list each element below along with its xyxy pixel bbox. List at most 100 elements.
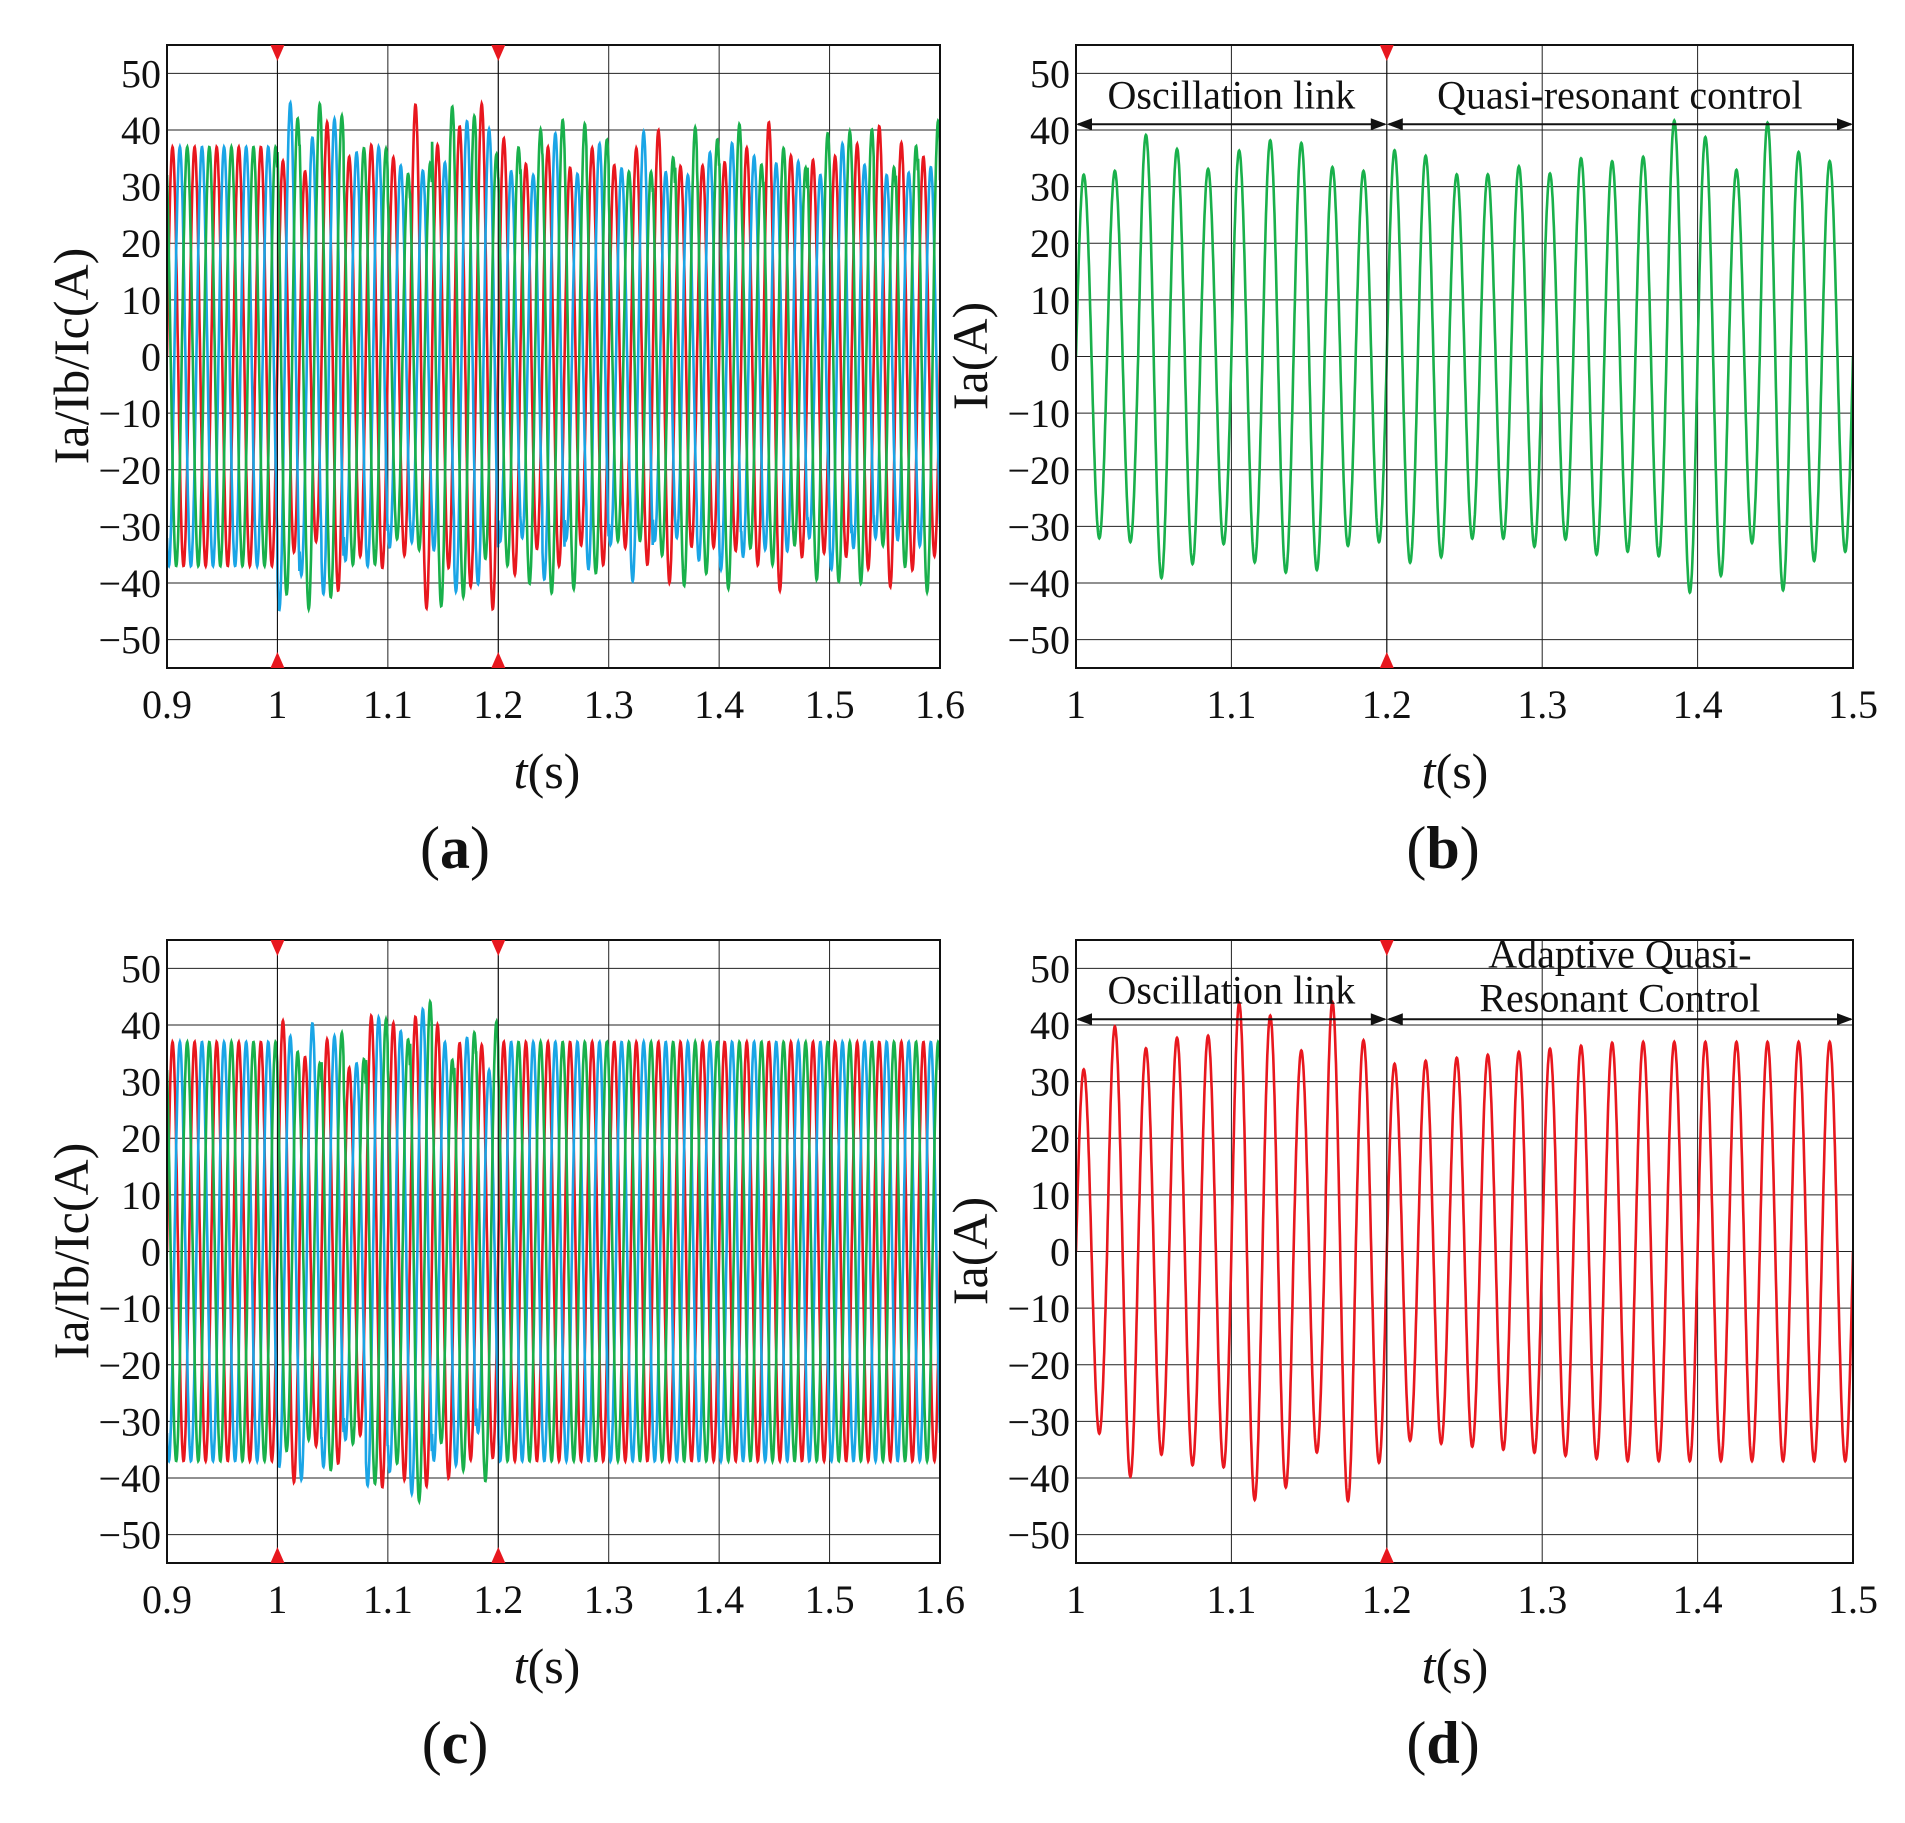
y-axis-label: Ia(A) — [942, 1197, 998, 1305]
x-tick-label: 1.1 — [1206, 682, 1256, 727]
annotation-label: Quasi-resonant control — [1437, 72, 1802, 117]
x-tick-label: 1.4 — [694, 1577, 744, 1622]
y-tick-label: 10 — [121, 1173, 161, 1218]
y-axis-label: Ia/Ib/Ic(A) — [43, 248, 99, 465]
y-tick-label: 30 — [121, 1060, 161, 1105]
x-tick-label: 1.6 — [915, 1577, 965, 1622]
x-axis-label: t(s) — [514, 743, 581, 799]
y-tick-label: −10 — [98, 391, 161, 436]
event-marker-bottom — [1379, 652, 1394, 668]
y-tick-label: −40 — [98, 1456, 161, 1501]
x-tick-label: 1.4 — [694, 682, 744, 727]
y-tick-label: 20 — [121, 221, 161, 266]
y-tick-label: −30 — [98, 1399, 161, 1444]
event-marker-top — [1379, 940, 1394, 956]
x-tick-label: 1 — [267, 682, 287, 727]
x-tick-label: 1.5 — [1828, 682, 1878, 727]
y-tick-label: −20 — [1007, 448, 1070, 493]
y-tick-label: 40 — [1030, 108, 1070, 153]
y-tick-label: −10 — [98, 1286, 161, 1331]
x-tick-label: 1.4 — [1673, 682, 1723, 727]
series-line-ia — [1076, 117, 1853, 595]
x-tick-label: 1.5 — [1828, 1577, 1878, 1622]
arrow-head-right — [1370, 1013, 1387, 1026]
y-tick-label: 50 — [121, 51, 161, 96]
series-line-ic — [167, 100, 940, 614]
x-tick-label: 1 — [1066, 1577, 1086, 1622]
y-tick-label: 0 — [1050, 1230, 1070, 1275]
annotation-label: Oscillation link — [1108, 967, 1356, 1012]
panel-a: 0.9 1 1.1 1.2 1.3 1.4 1.5 1.6 −50 −40 −30 −20 −10 0 10… — [43, 44, 965, 881]
x-tick-label: 1.1 — [1206, 1577, 1256, 1622]
annotation-label: Oscillation link — [1108, 72, 1356, 117]
y-tick-label: 0 — [141, 1230, 161, 1275]
y-tick-label: 30 — [1030, 165, 1070, 210]
y-tick-label: −20 — [1007, 1343, 1070, 1388]
y-tick-label: −30 — [1007, 504, 1070, 549]
event-marker-bottom — [491, 1547, 506, 1563]
y-tick-label: −10 — [1007, 1286, 1070, 1331]
series-line-ia — [1076, 999, 1853, 1504]
panel-caption: (d) — [1406, 1710, 1479, 1776]
panel-d: 1 1.1 1.2 1.3 1.4 1.5 −50 −40 −30 −20 −10 0 10 20 30 40… — [942, 931, 1878, 1776]
y-tick-label: 30 — [121, 165, 161, 210]
x-axis-label: t(s) — [1422, 743, 1489, 799]
series-line-ic — [167, 998, 940, 1506]
y-tick-label: 50 — [1030, 946, 1070, 991]
event-marker-bottom — [270, 1547, 285, 1563]
arrow-head-left — [1076, 1013, 1092, 1026]
arrow-head-right — [1370, 118, 1387, 131]
x-tick-label: 1.6 — [915, 682, 965, 727]
x-tick-label: 1 — [267, 1577, 287, 1622]
x-tick-label: 1.3 — [584, 682, 634, 727]
event-marker-top — [270, 45, 285, 61]
y-tick-label: 40 — [121, 1003, 161, 1048]
y-tick-label: 0 — [141, 335, 161, 380]
y-tick-label: −50 — [1007, 618, 1070, 663]
plot-frame — [1075, 939, 1854, 1564]
event-marker-top — [491, 45, 506, 61]
x-tick-label: 1.2 — [473, 1577, 523, 1622]
x-tick-label: 1.2 — [1362, 1577, 1412, 1622]
y-tick-label: −30 — [1007, 1399, 1070, 1444]
x-tick-label: 1.2 — [473, 682, 523, 727]
x-tick-label: 1.5 — [805, 1577, 855, 1622]
event-marker-top — [491, 940, 506, 956]
y-tick-label: 40 — [1030, 1003, 1070, 1048]
y-tick-label: −40 — [1007, 1456, 1070, 1501]
y-tick-label: −20 — [98, 1343, 161, 1388]
x-tick-label: 1 — [1066, 682, 1086, 727]
x-axis-label: t(s) — [1422, 1638, 1489, 1694]
y-tick-label: 20 — [121, 1116, 161, 1161]
event-marker-top — [1379, 45, 1394, 61]
series-group — [1076, 999, 1853, 1504]
y-tick-label: −50 — [98, 618, 161, 663]
plot-frame — [166, 939, 941, 1564]
y-tick-label: −40 — [98, 561, 161, 606]
x-tick-label: 1.3 — [1517, 1577, 1567, 1622]
x-tick-label: 1.2 — [1362, 682, 1412, 727]
x-tick-label: 1.4 — [1673, 1577, 1723, 1622]
series-group — [167, 998, 940, 1506]
arrow-head-left — [1076, 118, 1092, 131]
x-tick-label: 0.9 — [142, 1577, 192, 1622]
series-line-ib — [167, 99, 940, 612]
y-tick-label: 10 — [121, 278, 161, 323]
y-tick-label: 40 — [121, 108, 161, 153]
y-tick-label: 20 — [1030, 1116, 1070, 1161]
panel-caption: (b) — [1406, 815, 1479, 881]
y-tick-label: 10 — [1030, 1173, 1070, 1218]
event-marker-bottom — [270, 652, 285, 668]
event-marker-bottom — [1379, 1547, 1394, 1563]
arrow-head-right — [1837, 118, 1853, 131]
x-tick-label: 1.1 — [363, 1577, 413, 1622]
panel-b: 1 1.1 1.2 1.3 1.4 1.5 −50 −40 −30 −20 −10 0 10 20 30 40… — [942, 44, 1878, 881]
annotation-label: Adaptive Quasi- — [1488, 931, 1751, 976]
y-tick-label: 30 — [1030, 1060, 1070, 1105]
arrow-head-right — [1837, 1013, 1853, 1026]
panel-caption: (c) — [422, 1710, 489, 1776]
y-tick-label: −40 — [1007, 561, 1070, 606]
y-tick-label: −20 — [98, 448, 161, 493]
y-tick-label: 10 — [1030, 278, 1070, 323]
